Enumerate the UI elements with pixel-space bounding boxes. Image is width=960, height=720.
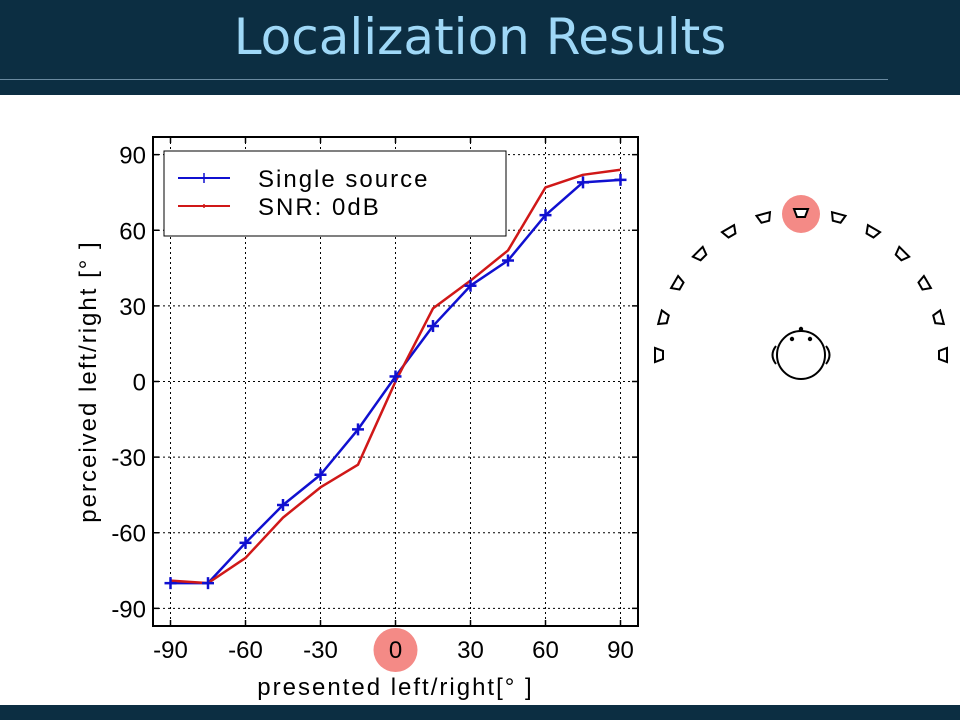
speaker-icon xyxy=(865,223,882,239)
chart-legend: Single source SNR: 0dB xyxy=(163,150,507,237)
speaker-icon xyxy=(691,245,708,262)
y-tick-label: -90 xyxy=(111,596,146,623)
head-ear-left xyxy=(771,345,777,365)
speaker-icon xyxy=(917,274,933,291)
speaker-icon xyxy=(754,210,772,224)
speaker-icon xyxy=(720,223,737,239)
head-nose xyxy=(798,326,804,332)
axis-ticks: -90 -60 -30 0 30 60 90 90 60 30 0 -30 -60 -90 xyxy=(111,137,638,664)
speaker-icon xyxy=(792,208,810,218)
data-point-marker xyxy=(277,499,289,512)
speaker-cone xyxy=(792,208,810,218)
y-tick-label: 30 xyxy=(119,294,146,321)
speaker-cone xyxy=(932,308,946,326)
y-tick-label: -60 xyxy=(111,521,146,548)
data-point-marker xyxy=(539,209,552,222)
x-tick-label: 30 xyxy=(457,637,484,664)
y-tick-label: 60 xyxy=(119,218,146,245)
speaker-cone xyxy=(865,223,882,239)
slide-footer-bar xyxy=(0,705,960,720)
y-tick-label: 90 xyxy=(119,143,146,170)
speaker-icon xyxy=(830,210,848,224)
head-eye-right xyxy=(807,336,813,342)
x-axis-label: presented left/right[° ] xyxy=(257,674,533,701)
data-point-marker xyxy=(314,468,327,481)
data-point-marker xyxy=(202,577,214,590)
speaker-icon xyxy=(938,346,948,364)
x-tick-label: -60 xyxy=(228,637,263,664)
header-divider xyxy=(0,79,888,80)
y-axis-label: perceived left/right [° ] xyxy=(75,240,102,522)
speaker-icon xyxy=(654,346,664,364)
speaker-icon xyxy=(932,308,946,326)
speaker-cone xyxy=(754,210,772,224)
data-point-marker xyxy=(427,320,439,333)
legend-label-single-source: Single source xyxy=(258,166,429,193)
data-point-marker xyxy=(577,176,589,189)
speaker-cone xyxy=(691,245,708,262)
data-point-marker xyxy=(389,370,402,383)
head-icon xyxy=(771,326,831,380)
data-point-marker xyxy=(352,423,364,436)
speaker-cone xyxy=(894,245,911,262)
x-tick-label: 60 xyxy=(532,637,559,664)
speaker-icon xyxy=(656,308,670,326)
head-outline xyxy=(776,330,826,380)
slide-header: Localization Results xyxy=(0,0,960,95)
x-tick-label: 0 xyxy=(389,637,402,664)
speaker-icon xyxy=(669,274,685,291)
y-tick-label: -30 xyxy=(111,445,146,472)
speaker-cone xyxy=(830,210,848,224)
slide-title: Localization Results xyxy=(233,8,727,66)
speaker-cone xyxy=(656,308,670,326)
x-tick-label: 90 xyxy=(607,637,634,664)
speaker-cone xyxy=(720,223,737,239)
y-tick-label: 0 xyxy=(133,370,146,397)
legend-box xyxy=(163,150,507,237)
x-tick-label: -30 xyxy=(303,637,338,664)
highlighted-x-tick-marker xyxy=(373,628,418,672)
speaker-array-diagram xyxy=(654,195,948,380)
legend-label-snr: SNR: 0dB xyxy=(258,194,381,221)
head-ear-right xyxy=(825,345,831,365)
chart-series xyxy=(164,168,627,590)
speaker-icon xyxy=(894,245,911,262)
speaker-cone xyxy=(654,346,664,364)
speaker-cone xyxy=(917,274,933,291)
data-point-marker xyxy=(464,279,477,292)
data-point-marker xyxy=(502,254,514,267)
head-eye-left xyxy=(789,336,795,342)
data-point-marker xyxy=(614,173,627,186)
data-point-marker xyxy=(164,577,177,590)
data-point-marker xyxy=(239,536,252,549)
speaker-cone xyxy=(938,346,948,364)
x-tick-label: -90 xyxy=(153,637,188,664)
speaker-cone xyxy=(669,274,685,291)
